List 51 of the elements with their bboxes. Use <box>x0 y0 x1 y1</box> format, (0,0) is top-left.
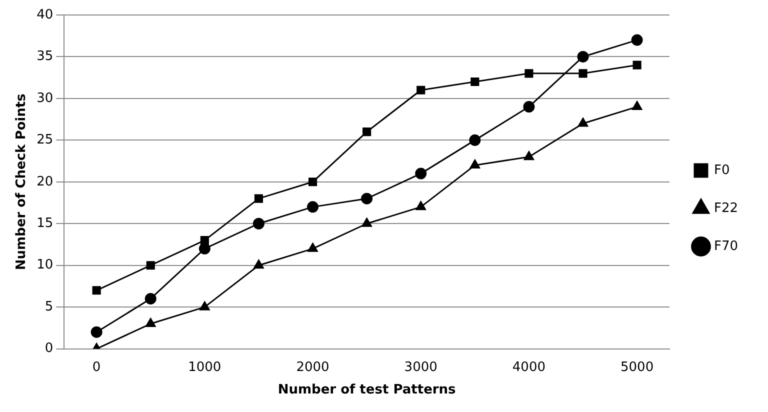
legend-label: F70 <box>714 238 738 254</box>
point <box>578 69 588 78</box>
x-tick-label: 5000 <box>620 360 654 375</box>
y-tick-label: 40 <box>36 7 54 22</box>
y-tick-label: 10 <box>36 258 54 273</box>
point <box>416 201 426 210</box>
legend-label: F0 <box>714 162 730 178</box>
point <box>252 218 264 230</box>
point <box>200 301 210 310</box>
point <box>415 168 427 180</box>
point <box>577 50 589 62</box>
point <box>362 128 372 136</box>
point <box>470 159 480 168</box>
y-axis-title: Number of Check Points <box>14 93 30 270</box>
y-tick-label: 5 <box>44 299 54 314</box>
y-tick-label: 30 <box>36 90 54 106</box>
point <box>631 34 643 46</box>
point <box>146 261 155 270</box>
point <box>308 242 318 252</box>
y-tick-label: 0 <box>44 341 54 356</box>
point <box>307 201 319 213</box>
y-tick-label: 20 <box>36 174 54 190</box>
point <box>361 192 373 204</box>
point <box>524 69 534 78</box>
point <box>632 101 642 110</box>
point <box>524 151 534 160</box>
x-tick-label: 0 <box>92 360 101 375</box>
point <box>254 260 264 269</box>
point <box>362 218 372 227</box>
point <box>470 77 480 86</box>
point <box>92 286 101 295</box>
y-tick-label: 25 <box>36 132 54 148</box>
point <box>578 118 588 127</box>
point <box>146 318 156 328</box>
point <box>416 86 426 94</box>
x-tick-label: 1000 <box>188 360 222 375</box>
point <box>523 101 535 113</box>
x-tick-label: 3000 <box>404 360 438 375</box>
legend-label: F22 <box>714 200 738 216</box>
x-axis-title: Number of test Patterns <box>278 382 456 398</box>
y-tick-label: 15 <box>36 216 54 231</box>
x-tick-label: 4000 <box>512 360 546 375</box>
point <box>90 326 102 338</box>
point <box>469 134 481 146</box>
y-tick-label: 35 <box>36 49 54 64</box>
point <box>200 236 209 245</box>
point <box>254 194 263 203</box>
point <box>308 178 318 186</box>
x-tick-label: 2000 <box>296 360 330 375</box>
point <box>632 60 642 70</box>
point <box>144 292 156 304</box>
